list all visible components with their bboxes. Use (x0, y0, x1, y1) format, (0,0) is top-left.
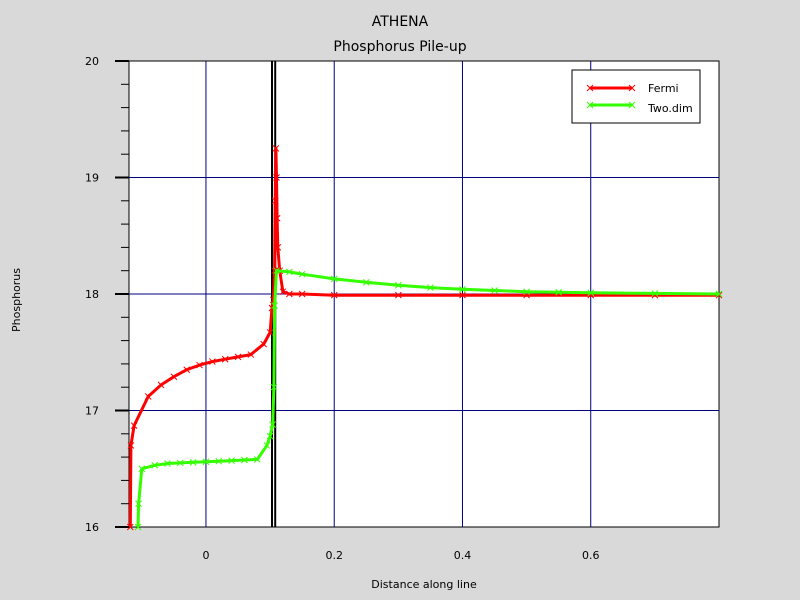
legend-label-fermi: Fermi (648, 82, 679, 95)
series-0-point-17 (271, 197, 279, 205)
x-tick-label-0: 0 (202, 549, 209, 562)
series-0-point-6 (183, 366, 191, 374)
series-0-point-12 (260, 340, 268, 348)
series-0-point-0 (126, 523, 134, 531)
series-0-point-28 (459, 291, 466, 299)
series-0-point-2 (130, 422, 138, 429)
series-0-point-24 (285, 290, 293, 298)
series-1-point-12 (263, 442, 271, 449)
series-0-point-11 (247, 351, 255, 358)
series-1-point-6 (189, 458, 197, 466)
series-0-point-7 (196, 361, 203, 369)
legend-marker-1-1 (628, 101, 636, 109)
series-1-point-24 (459, 285, 466, 293)
series-0-point-5 (170, 373, 178, 381)
legend: Fermi Two.dim (571, 69, 701, 124)
series-0-point-8 (209, 358, 216, 365)
series-0-point-25 (298, 290, 306, 298)
data-series (126, 145, 723, 531)
x-tick-label-1: 0.2 (325, 549, 343, 562)
series-0-point-10 (234, 353, 242, 361)
x-tick-label-2: 0.4 (454, 549, 472, 562)
series-0-point-26 (330, 291, 338, 299)
chart-title: ATHENA (372, 14, 429, 30)
series-0-point-18 (272, 145, 280, 152)
y-tick-label-1: 17 (85, 405, 99, 418)
legend-label-two-dim: Two.dim (647, 102, 693, 115)
series-0-point-4 (157, 381, 165, 389)
series-0-point-23 (279, 288, 287, 296)
series-0-point-19 (273, 174, 280, 181)
y-tick-label-2: 18 (85, 288, 99, 301)
series-1-point-14 (269, 421, 277, 428)
series-1-point-17 (273, 267, 280, 275)
x-axis-label: Distance along line (371, 578, 477, 591)
series-0-point-13 (266, 329, 274, 336)
series-1-point-9 (228, 457, 235, 464)
y-axis-label: Phosphorus (10, 268, 23, 332)
series-1-point-4 (164, 460, 171, 467)
series-1 (134, 267, 723, 531)
legend-marker-1-0 (586, 101, 594, 109)
series-1-point-16 (271, 302, 278, 310)
series-0-point-27 (394, 291, 402, 299)
series-1-point-29 (651, 290, 659, 297)
x-tick-label-3: 0.6 (582, 549, 600, 562)
series-0-point-21 (274, 244, 282, 251)
series-1-point-13 (266, 432, 274, 440)
legend-marker-0-1 (628, 84, 636, 92)
series-1-point-2 (138, 465, 146, 473)
series-1-point-3 (151, 461, 159, 469)
series-0-point-3 (144, 393, 152, 400)
series-1-point-30 (715, 290, 723, 298)
y-tick-label-4: 20 (85, 55, 99, 68)
series-1-point-7 (202, 458, 210, 466)
series-1-point-5 (176, 459, 184, 467)
series-1-point-23 (427, 284, 434, 291)
series-1-point-1 (135, 500, 142, 508)
series-1-point-19 (298, 270, 306, 278)
series-0-point-20 (273, 214, 281, 222)
series-1-point-18 (285, 268, 293, 276)
series-1-point-26 (523, 288, 530, 296)
series-1-point-25 (491, 287, 498, 294)
series-0-point-1 (127, 442, 135, 449)
series-1-point-28 (587, 289, 595, 297)
series-1-point-11 (253, 456, 261, 463)
series-1-point-20 (330, 275, 338, 283)
legend-box (571, 69, 701, 124)
series-1-point-0 (134, 523, 142, 531)
y-tick-label-3: 19 (85, 172, 99, 185)
legend-marker-0-0 (586, 84, 594, 92)
y-tick-label-0: 16 (85, 521, 99, 534)
series-1-point-27 (555, 288, 563, 296)
series-1-point-10 (241, 456, 248, 464)
chart-subtitle: Phosphorus Pile-up (333, 39, 466, 55)
y-axis: 16 17 18 19 20 (85, 55, 129, 534)
series-1-point-8 (215, 457, 223, 465)
series-0-point-9 (221, 355, 229, 363)
series-1-point-21 (362, 278, 370, 286)
x-axis: 0 0.2 0.4 0.6 (202, 549, 599, 562)
series-1-point-15 (270, 383, 278, 391)
series-1-point-22 (394, 281, 402, 289)
